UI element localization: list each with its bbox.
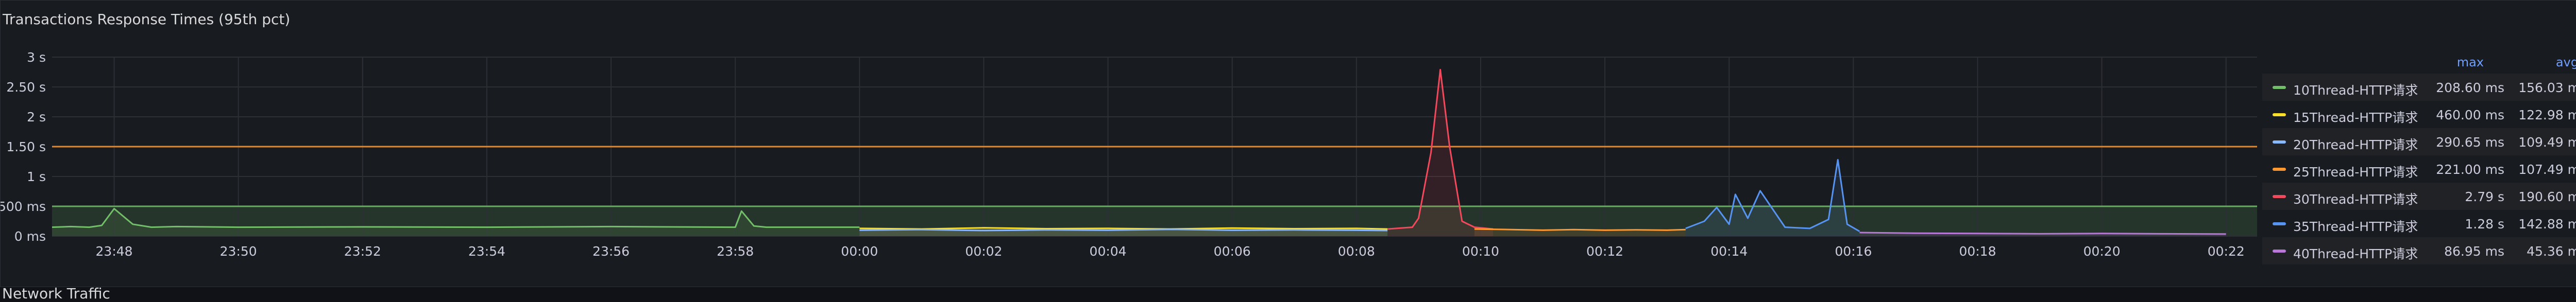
x-tick-label: 23:52 (344, 244, 381, 259)
series-area (1685, 159, 1860, 236)
x-tick-label: 00:06 (1214, 244, 1251, 259)
legend-series-name: 40Thread-HTTP请求 (2293, 246, 2418, 261)
legend-series-avg: 190.60 ms (2518, 189, 2576, 204)
x-tick-label: 00:00 (841, 244, 878, 259)
y-tick-label: 1.50 s (6, 139, 46, 154)
legend-item[interactable]: 30Thread-HTTP请求 2.79 s 190.60 ms (2262, 183, 2576, 210)
legend-item[interactable]: 10Thread-HTTP请求 208.60 ms 156.03 ms (2262, 74, 2576, 101)
legend-series-max: 2.79 s (2465, 189, 2504, 204)
legend-series-avg: 156.03 ms (2518, 80, 2576, 95)
x-tick-label: 00:22 (2208, 244, 2245, 259)
legend-swatch (2273, 168, 2286, 171)
x-tick-label: 00:12 (1586, 244, 1623, 259)
legend-swatch (2273, 222, 2286, 225)
series-line (859, 227, 1388, 230)
legend-series-max: 290.65 ms (2436, 135, 2504, 150)
series-line (1685, 159, 1860, 232)
series-line (1387, 68, 1494, 230)
next-panel-title[interactable]: Network Traffic (2, 285, 110, 302)
y-tick-label: 0 ms (14, 229, 46, 244)
legend-item[interactable]: 35Thread-HTTP请求 1.28 s 142.88 ms (2262, 210, 2576, 237)
x-tick-label: 00:08 (1338, 244, 1375, 259)
series-line (859, 228, 1388, 232)
y-tick-label: 2.50 s (6, 80, 46, 95)
x-tick-label: 00:14 (1710, 244, 1748, 259)
next-panel (0, 287, 2576, 294)
legend-item[interactable]: 20Thread-HTTP请求 290.65 ms 109.49 ms (2262, 128, 2576, 155)
legend-series-name: 30Thread-HTTP请求 (2293, 192, 2418, 207)
legend-item[interactable]: 40Thread-HTTP请求 86.95 ms 45.36 ms (2262, 237, 2576, 264)
legend-series-name: 35Thread-HTTP请求 (2293, 219, 2418, 234)
legend-series-max: 221.00 ms (2436, 162, 2504, 177)
y-tick-label: 2 s (27, 110, 46, 125)
legend-swatch (2273, 195, 2286, 198)
legend-series-max: 86.95 ms (2444, 244, 2504, 259)
legend-series-max: 1.28 s (2465, 217, 2504, 232)
x-tick-label: 00:04 (1090, 244, 1127, 259)
legend-series-avg: 142.88 ms (2518, 217, 2576, 232)
legend-item[interactable]: 15Thread-HTTP请求 460.00 ms 122.98 ms (2262, 101, 2576, 128)
series-area (1474, 229, 1686, 236)
x-tick-label: 23:50 (220, 244, 257, 259)
x-tick-label: 23:54 (468, 244, 505, 259)
legend-series-name: 10Thread-HTTP请求 (2293, 83, 2418, 98)
legend-series-avg: 107.49 ms (2518, 162, 2576, 177)
legend-series-max: 208.60 ms (2436, 80, 2504, 95)
legend-series-name: 25Thread-HTTP请求 (2293, 165, 2418, 180)
response-time-chart[interactable]: 0 ms 500 ms 1 s 1.50 s 2 s 2.50 s 3 s 23:48 23:5… (1, 1, 2262, 278)
series-line (1474, 228, 1686, 231)
legend-series-name: 20Thread-HTTP请求 (2293, 137, 2418, 152)
legend-item[interactable]: 25Thread-HTTP请求 221.00 ms 107.49 ms (2262, 155, 2576, 183)
legend-swatch (2273, 113, 2286, 116)
legend-swatch (2273, 250, 2286, 253)
y-tick-label: 3 s (27, 50, 46, 65)
legend-series-avg: 109.49 ms (2518, 135, 2576, 150)
y-tick-label: 500 ms (1, 199, 46, 214)
series-area (1387, 69, 1494, 236)
x-tick-label: 23:58 (717, 244, 754, 259)
x-tick-label: 23:48 (96, 244, 133, 259)
x-tick-label: 00:16 (1835, 244, 1872, 259)
series-line (1859, 232, 2226, 235)
legend-series-name: 15Thread-HTTP请求 (2293, 110, 2418, 125)
x-tick-label: 00:10 (1462, 244, 1499, 259)
y-tick-label: 1 s (27, 169, 46, 184)
legend-header-avg[interactable]: avg (2555, 55, 2576, 69)
response-times-panel: Transactions Response Times (95th pct) 0… (0, 0, 2576, 287)
legend-series-avg: 45.36 ms (2527, 244, 2576, 259)
legend: max avg 10Thread-HTTP请求 208.60 ms 156.03… (2262, 50, 2576, 264)
x-tick-label: 00:18 (1959, 244, 1996, 259)
x-tick-label: 00:20 (2083, 244, 2121, 259)
legend-swatch (2273, 140, 2286, 144)
series-line (52, 208, 860, 228)
x-tick-label: 23:56 (592, 244, 630, 259)
legend-swatch (2273, 86, 2286, 89)
panel-title[interactable]: Transactions Response Times (95th pct) (3, 11, 291, 28)
threshold-fill (52, 206, 2257, 236)
legend-header-max[interactable]: max (2456, 55, 2484, 69)
x-tick-label: 00:02 (965, 244, 1002, 259)
legend-series-avg: 122.98 ms (2518, 108, 2576, 122)
legend-rows: 10Thread-HTTP请求 208.60 ms 156.03 ms 15Th… (2262, 74, 2576, 264)
series-area (52, 208, 860, 236)
legend-header: max avg (2262, 50, 2576, 74)
legend-series-max: 460.00 ms (2436, 108, 2504, 122)
